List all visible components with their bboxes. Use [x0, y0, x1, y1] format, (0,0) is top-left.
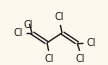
- Text: Cl: Cl: [76, 54, 85, 64]
- Text: Cl: Cl: [24, 20, 33, 30]
- Text: Cl: Cl: [45, 54, 54, 64]
- Text: Cl: Cl: [13, 28, 23, 38]
- Text: Cl: Cl: [55, 12, 64, 22]
- Text: Cl: Cl: [86, 38, 96, 48]
